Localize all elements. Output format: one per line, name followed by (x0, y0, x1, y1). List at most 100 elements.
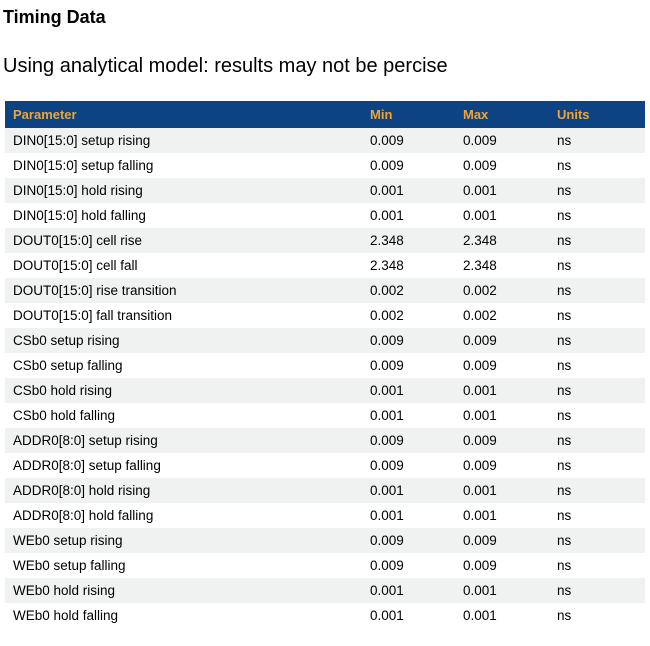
cell-parameter: ADDR0[8:0] setup rising (13, 433, 158, 448)
cell-units: ns (557, 183, 572, 198)
cell-min: 0.001 (370, 408, 404, 423)
column-header-parameter: Parameter (5, 101, 362, 128)
table-row: DOUT0[15:0] fall transition 0.002 0.002 ns (5, 303, 645, 328)
table-row: WEb0 hold falling 0.001 0.001 ns (5, 603, 645, 628)
cell-parameter: DOUT0[15:0] cell rise (13, 233, 143, 248)
cell-units: ns (557, 583, 572, 598)
cell-units: ns (557, 558, 572, 573)
cell-max: 0.002 (463, 283, 497, 298)
cell-units: ns (557, 258, 572, 273)
cell-parameter: ADDR0[8:0] setup falling (13, 458, 161, 473)
cell-min: 0.001 (370, 583, 404, 598)
table-row: DIN0[15:0] hold rising 0.001 0.001 ns (5, 178, 645, 203)
cell-max: 0.001 (463, 408, 497, 423)
cell-min: 0.001 (370, 208, 404, 223)
cell-min: 0.009 (370, 558, 404, 573)
table-row: DOUT0[15:0] cell fall 2.348 2.348 ns (5, 253, 645, 278)
cell-parameter: DIN0[15:0] setup rising (13, 133, 151, 148)
cell-max: 2.348 (463, 258, 497, 273)
table-row: DOUT0[15:0] cell rise 2.348 2.348 ns (5, 228, 645, 253)
table-row: DOUT0[15:0] rise transition 0.002 0.002 ns (5, 278, 645, 303)
cell-parameter: CSb0 setup falling (13, 358, 123, 373)
cell-max: 0.009 (463, 533, 497, 548)
cell-parameter: CSb0 hold rising (13, 383, 113, 398)
cell-units: ns (557, 283, 572, 298)
column-header-max: Max (455, 101, 549, 128)
cell-max: 0.001 (463, 508, 497, 523)
cell-units: ns (557, 158, 572, 173)
cell-min: 0.001 (370, 508, 404, 523)
cell-min: 0.002 (370, 283, 404, 298)
cell-min: 0.001 (370, 608, 404, 623)
cell-units: ns (557, 333, 572, 348)
cell-parameter: CSb0 setup rising (13, 333, 120, 348)
cell-max: 2.348 (463, 233, 497, 248)
cell-parameter: WEb0 hold falling (13, 608, 119, 623)
cell-min: 0.002 (370, 308, 404, 323)
table-row: ADDR0[8:0] setup falling 0.009 0.009 ns (5, 453, 645, 478)
cell-parameter: DIN0[15:0] hold rising (13, 183, 143, 198)
table-row: CSb0 setup rising 0.009 0.009 ns (5, 328, 645, 353)
table-row: DIN0[15:0] setup rising 0.009 0.009 ns (5, 128, 645, 153)
table-body: DIN0[15:0] setup rising 0.009 0.009 ns DIN0[… (5, 128, 645, 628)
table-row: DIN0[15:0] setup falling 0.009 0.009 ns (5, 153, 645, 178)
cell-parameter: ADDR0[8:0] hold rising (13, 483, 151, 498)
cell-units: ns (557, 433, 572, 448)
column-header-min: Min (362, 101, 455, 128)
cell-units: ns (557, 133, 572, 148)
cell-parameter: DIN0[15:0] setup falling (13, 158, 154, 173)
cell-max: 0.009 (463, 358, 497, 373)
cell-min: 0.009 (370, 433, 404, 448)
cell-min: 0.009 (370, 158, 404, 173)
cell-min: 0.001 (370, 483, 404, 498)
cell-max: 0.001 (463, 483, 497, 498)
cell-min: 0.001 (370, 383, 404, 398)
cell-units: ns (557, 458, 572, 473)
cell-min: 0.009 (370, 358, 404, 373)
cell-units: ns (557, 483, 572, 498)
table-row: CSb0 setup falling 0.009 0.009 ns (5, 353, 645, 378)
table-row: CSb0 hold falling 0.001 0.001 ns (5, 403, 645, 428)
cell-max: 0.009 (463, 458, 497, 473)
cell-max: 0.001 (463, 183, 497, 198)
cell-max: 0.001 (463, 208, 497, 223)
cell-units: ns (557, 408, 572, 423)
table-row: CSb0 hold rising 0.001 0.001 ns (5, 378, 645, 403)
cell-min: 2.348 (370, 258, 404, 273)
cell-min: 0.009 (370, 533, 404, 548)
cell-max: 0.009 (463, 433, 497, 448)
cell-units: ns (557, 608, 572, 623)
page-title: Timing Data (3, 7, 106, 27)
cell-units: ns (557, 233, 572, 248)
cell-parameter: DIN0[15:0] hold falling (13, 208, 146, 223)
cell-units: ns (557, 208, 572, 223)
table-row: WEb0 setup falling 0.009 0.009 ns (5, 553, 645, 578)
cell-min: 2.348 (370, 233, 404, 248)
column-header-units: Units (549, 101, 645, 128)
cell-max: 0.001 (463, 608, 497, 623)
cell-parameter: CSb0 hold falling (13, 408, 116, 423)
table-row: WEb0 setup rising 0.009 0.009 ns (5, 528, 645, 553)
cell-min: 0.009 (370, 458, 404, 473)
table-row: DIN0[15:0] hold falling 0.001 0.001 ns (5, 203, 645, 228)
cell-units: ns (557, 358, 572, 373)
table-row: ADDR0[8:0] setup rising 0.009 0.009 ns (5, 428, 645, 453)
cell-min: 0.009 (370, 333, 404, 348)
cell-max: 0.001 (463, 383, 497, 398)
cell-units: ns (557, 533, 572, 548)
cell-units: ns (557, 508, 572, 523)
table-row: ADDR0[8:0] hold falling 0.001 0.001 ns (5, 503, 645, 528)
cell-min: 0.001 (370, 183, 404, 198)
cell-max: 0.009 (463, 333, 497, 348)
timing-data-table: Parameter Min Max Units DIN0[15:0] setup… (5, 101, 645, 628)
cell-units: ns (557, 308, 572, 323)
cell-parameter: WEb0 hold rising (13, 583, 116, 598)
cell-min: 0.009 (370, 133, 404, 148)
cell-units: ns (557, 383, 572, 398)
cell-max: 0.001 (463, 583, 497, 598)
cell-max: 0.002 (463, 308, 497, 323)
cell-parameter: DOUT0[15:0] fall transition (13, 308, 173, 323)
cell-max: 0.009 (463, 158, 497, 173)
page-subtitle: Using analytical model: results may not … (3, 55, 448, 77)
cell-max: 0.009 (463, 133, 497, 148)
